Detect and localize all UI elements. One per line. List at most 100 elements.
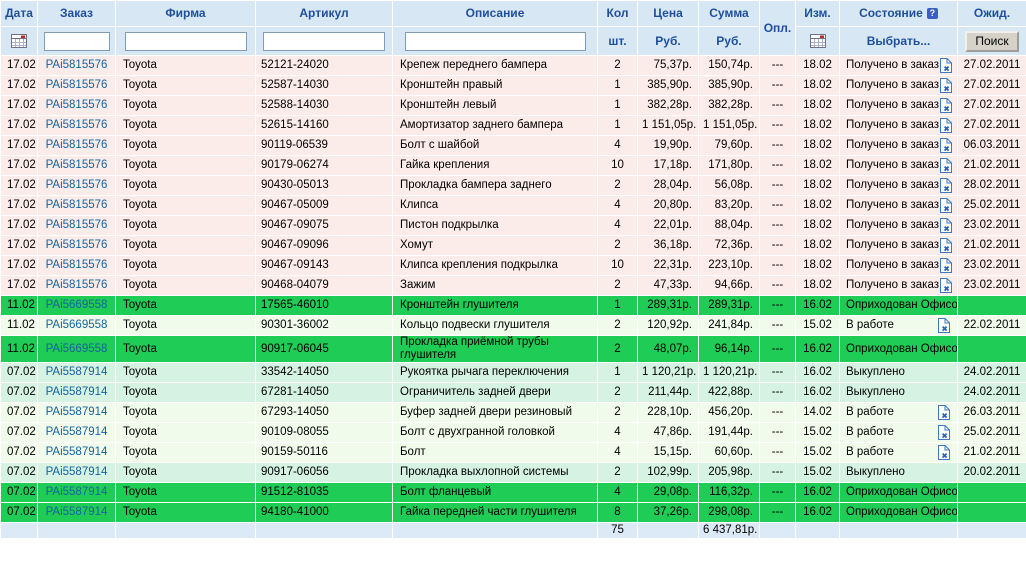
- table-row: 07.02 PAi5587914 Toyota 91512-81035 Болт…: [0, 482, 1026, 503]
- article-filter-input[interactable]: [263, 31, 385, 51]
- status-text: Выкуплено: [846, 366, 905, 378]
- cell-description: Амортизатор заднего бампера: [392, 115, 598, 136]
- cell-paid: ---: [759, 462, 796, 483]
- cell-sum: 94,66р.: [698, 275, 760, 296]
- order-link[interactable]: PAi5587914: [45, 366, 108, 378]
- cell-date: 07.02: [0, 422, 38, 443]
- doc-remove-icon[interactable]: [939, 178, 952, 193]
- cell-status: В работе: [839, 422, 958, 443]
- order-link[interactable]: PAi5815576: [45, 219, 108, 231]
- cell-sum: 289,31р.: [698, 295, 760, 316]
- cell-quantity: 1: [597, 75, 638, 96]
- order-link[interactable]: PAi5587914: [45, 486, 108, 498]
- order-link[interactable]: PAi5815576: [45, 199, 108, 211]
- order-link[interactable]: PAi5815576: [45, 239, 108, 251]
- cell-sum: 116,32р.: [698, 482, 760, 503]
- cell-firm: Toyota: [115, 315, 256, 336]
- doc-remove-icon[interactable]: [937, 318, 950, 333]
- order-link[interactable]: PAi5815576: [45, 259, 108, 271]
- order-link[interactable]: PAi5815576: [45, 119, 108, 131]
- order-link[interactable]: PAi5669558: [45, 342, 108, 355]
- cell-description: Прокладка бампера заднего: [392, 175, 598, 196]
- cell-price: 37,26р.: [637, 502, 699, 523]
- cell-sum: 385,90р.: [698, 75, 760, 96]
- search-button[interactable]: Поиск: [965, 30, 1019, 52]
- order-link[interactable]: PAi5587914: [45, 466, 108, 478]
- cell-description: Болт фланцевый: [392, 482, 598, 503]
- order-link[interactable]: PAi5587914: [45, 406, 108, 418]
- doc-remove-icon[interactable]: [939, 218, 952, 233]
- table-body: 17.02 PAi5815576 Toyota 52121-24020 Креп…: [0, 55, 1026, 523]
- cell-sum: 60,60р.: [698, 442, 760, 463]
- doc-remove-icon[interactable]: [939, 158, 952, 173]
- cell-changed: 18.02: [795, 175, 840, 196]
- order-link[interactable]: PAi5669558: [45, 319, 108, 331]
- orders-table: Дата: [0, 0, 1026, 539]
- firm-filter-input[interactable]: [124, 31, 247, 51]
- table-row: 07.02 PAi5587914 Toyota 90109-08055 Болт…: [0, 422, 1026, 443]
- order-link[interactable]: PAi5587914: [45, 426, 108, 438]
- doc-remove-icon[interactable]: [939, 278, 952, 293]
- cell-expected: 25.02.2011: [957, 422, 1026, 443]
- cell-expected: 27.02.2011: [957, 115, 1026, 136]
- doc-remove-icon[interactable]: [939, 238, 952, 253]
- order-link[interactable]: PAi5815576: [45, 279, 108, 291]
- doc-remove-icon[interactable]: [937, 405, 950, 420]
- cell-status: Выкуплено: [839, 462, 958, 483]
- cell-status: В работе: [839, 442, 958, 463]
- qty-column-sublabel: шт.: [608, 34, 627, 48]
- order-link[interactable]: PAi5587914: [45, 446, 108, 458]
- doc-remove-icon[interactable]: [939, 78, 952, 93]
- order-link[interactable]: PAi5587914: [45, 386, 108, 398]
- doc-remove-icon[interactable]: [939, 138, 952, 153]
- cell-firm: Toyota: [115, 362, 256, 383]
- cell-expected: 26.03.2011: [957, 402, 1026, 423]
- order-link[interactable]: PAi5815576: [45, 179, 108, 191]
- cell-price: 36,18р.: [637, 235, 699, 256]
- calendar-icon[interactable]: [809, 34, 826, 48]
- doc-remove-icon[interactable]: [937, 425, 950, 440]
- cell-description: Крепеж переднего бампера: [392, 55, 598, 76]
- cell-expected: [957, 502, 1026, 523]
- help-icon[interactable]: ?: [926, 8, 938, 19]
- cell-paid: ---: [759, 135, 796, 156]
- doc-remove-icon[interactable]: [939, 98, 952, 113]
- column-header-firm: Фирма: [115, 0, 256, 56]
- order-link[interactable]: PAi5815576: [45, 59, 108, 71]
- doc-remove-icon[interactable]: [939, 198, 952, 213]
- table-row: 11.02 PAi5669558 Toyota 90917-06045 Прок…: [0, 335, 1026, 363]
- cell-status: Получено в заказ: [839, 155, 958, 176]
- cell-quantity: 1: [597, 115, 638, 136]
- status-select-link[interactable]: Выбрать...: [866, 34, 931, 48]
- order-link[interactable]: PAi5587914: [45, 506, 108, 518]
- cell-status: Выкуплено: [839, 362, 958, 383]
- doc-remove-icon[interactable]: [937, 445, 950, 460]
- desc-filter-input[interactable]: [404, 31, 586, 51]
- order-link[interactable]: PAi5815576: [45, 79, 108, 91]
- calendar-icon[interactable]: [11, 34, 27, 48]
- cell-date: 11.02: [0, 295, 38, 316]
- cell-paid: ---: [759, 175, 796, 196]
- cell-sum: 422,88р.: [698, 382, 760, 403]
- cell-sum: 382,28р.: [698, 95, 760, 116]
- cell-changed: 16.02: [795, 482, 840, 503]
- order-link[interactable]: PAi5815576: [45, 139, 108, 151]
- cell-paid: ---: [759, 422, 796, 443]
- cell-quantity: 4: [597, 215, 638, 236]
- doc-remove-icon[interactable]: [939, 58, 952, 73]
- cell-changed: 18.02: [795, 255, 840, 276]
- doc-remove-icon[interactable]: [939, 118, 952, 133]
- order-link[interactable]: PAi5815576: [45, 99, 108, 111]
- status-column-label: Состояние: [859, 6, 923, 20]
- order-filter-input[interactable]: [43, 31, 110, 51]
- doc-remove-icon[interactable]: [939, 258, 952, 273]
- cell-article: 90917-06045: [255, 335, 393, 363]
- totals-empty-cell: [795, 522, 840, 539]
- cell-firm: Toyota: [115, 195, 256, 216]
- order-link[interactable]: PAi5815576: [45, 159, 108, 171]
- cell-firm: Toyota: [115, 75, 256, 96]
- order-link[interactable]: PAi5669558: [45, 299, 108, 311]
- cell-paid: ---: [759, 55, 796, 76]
- column-header-desc: Описание: [392, 0, 598, 56]
- cell-order: PAi5815576: [37, 135, 116, 156]
